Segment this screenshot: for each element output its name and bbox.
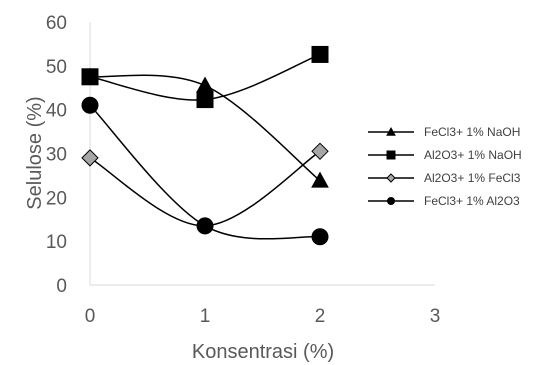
data-point: [311, 142, 329, 161]
legend-label: FeCl3+ 1% NaOH: [424, 125, 520, 139]
y-tick-label: 40: [46, 101, 67, 122]
data-point: [196, 91, 214, 109]
axes: [89, 22, 435, 286]
y-tick-label: 20: [46, 188, 67, 209]
x-tick-label: 0: [85, 306, 96, 327]
legend-marker: [386, 150, 396, 160]
y-tick-label: 30: [46, 145, 67, 166]
y-tick-label: 0: [56, 276, 67, 297]
legend-label: FeCl3+ 1% Al2O3: [424, 194, 520, 208]
series-line: [89, 150, 321, 227]
legend-item: Al2O3+ 1% FeCl3: [368, 171, 521, 185]
series-1: [81, 45, 329, 109]
series-0: [81, 67, 329, 188]
y-tick-labels: 0 10 20 30 40 50 60: [46, 13, 67, 297]
legend: FeCl3+ 1% NaOH Al2O3+ 1% NaOH Al2O3+ 1% Fe…: [368, 125, 522, 208]
series-3: [81, 96, 329, 246]
data-point: [311, 228, 329, 246]
series-group: [81, 45, 329, 246]
legend-label: Al2O3+ 1% FeCl3: [424, 171, 521, 185]
legend-label: Al2O3+ 1% NaOH: [424, 148, 522, 162]
x-tick-labels: 0 1 2 3: [85, 306, 441, 327]
x-tick-label: 1: [200, 306, 211, 327]
y-tick-label: 50: [46, 57, 67, 78]
x-tick-label: 3: [430, 306, 441, 327]
legend-marker: [387, 197, 395, 205]
data-point: [196, 76, 214, 93]
x-tick-label: 2: [315, 306, 326, 327]
legend-item: FeCl3+ 1% NaOH: [368, 125, 520, 139]
y-tick-label: 60: [46, 13, 67, 34]
data-point: [311, 45, 329, 63]
y-axis-title: Selulose (%): [24, 96, 46, 209]
data-point: [311, 171, 329, 188]
legend-item: Al2O3+ 1% NaOH: [368, 148, 522, 162]
data-point: [81, 68, 99, 86]
data-point: [81, 96, 99, 114]
legend-item: FeCl3+ 1% Al2O3: [368, 194, 520, 208]
legend-marker: [386, 126, 396, 136]
x-axis-title: Konsentrasi (%): [192, 341, 334, 363]
y-tick-label: 10: [46, 232, 67, 253]
legend-marker: [386, 173, 396, 183]
data-point: [81, 149, 99, 167]
data-point: [196, 217, 214, 235]
